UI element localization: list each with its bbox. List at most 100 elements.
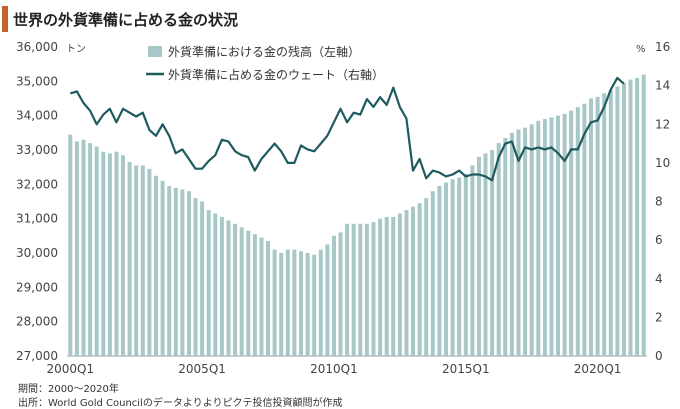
bar — [101, 151, 106, 356]
bar — [154, 175, 158, 357]
x-tick-label: 2015Q1 — [442, 362, 490, 376]
bar — [246, 230, 251, 356]
bar — [332, 235, 336, 356]
bar — [121, 155, 125, 356]
y-right-tick-label: 8 — [655, 195, 663, 209]
y-right-tick-label: 0 — [655, 349, 663, 363]
bar — [397, 213, 402, 356]
x-axis: 2000Q1 2005Q1 2010Q1 2015Q1 2020Q1 — [46, 362, 621, 376]
bar — [81, 139, 86, 356]
bar — [259, 237, 264, 356]
bar — [338, 232, 343, 356]
bar — [490, 150, 495, 356]
x-tick-label: 2010Q1 — [310, 362, 358, 376]
y-left-tick-label: 35,000 — [16, 74, 58, 88]
bar — [444, 182, 448, 356]
bar — [542, 119, 547, 356]
y-left-tick-label: 29,000 — [16, 280, 58, 294]
bar — [641, 74, 646, 356]
bar — [457, 177, 462, 356]
bar — [622, 83, 626, 356]
bar — [529, 124, 534, 357]
bar — [299, 251, 303, 356]
bar — [279, 253, 284, 356]
bar — [226, 220, 231, 356]
bar — [575, 107, 580, 356]
bar — [68, 134, 73, 356]
y-right-tick-label: 16 — [655, 40, 670, 54]
bar — [325, 244, 330, 356]
y-right-tick-label: 2 — [655, 310, 663, 324]
bar — [219, 216, 224, 356]
x-tick-label: 2000Q1 — [46, 362, 94, 376]
y-left-tick-label: 31,000 — [16, 212, 58, 226]
bar — [635, 77, 640, 357]
bar — [549, 117, 554, 357]
bar — [536, 120, 541, 356]
bar — [107, 153, 112, 356]
bar — [266, 241, 270, 356]
y-right-tick-label: 12 — [655, 117, 670, 131]
bar — [114, 151, 119, 356]
bar — [318, 249, 323, 356]
bar — [180, 189, 185, 356]
bar — [285, 249, 290, 356]
bar — [345, 223, 350, 356]
bar — [206, 210, 211, 356]
y-left-tick-label: 28,000 — [16, 315, 58, 329]
y-right-tick-label: 6 — [655, 233, 663, 247]
x-tick-label: 2020Q1 — [574, 362, 622, 376]
bar — [483, 153, 488, 356]
bar — [424, 198, 429, 356]
bar — [509, 132, 514, 356]
y-right-tick-label: 14 — [655, 79, 670, 93]
bar — [312, 254, 317, 356]
bar — [272, 249, 277, 356]
bar — [351, 223, 356, 356]
legend-bar-swatch — [148, 46, 162, 57]
left-axis-unit: トン — [66, 44, 86, 55]
bar — [608, 89, 613, 357]
y-axis-left: 27,000 28,000 29,000 30,000 31,000 32,000 33,0… — [16, 40, 58, 363]
bar — [417, 203, 422, 356]
bar — [173, 187, 178, 356]
bar — [364, 223, 369, 356]
footnote-period: 期間：2000～2020年 — [18, 384, 119, 395]
bar — [252, 234, 257, 356]
bar — [523, 127, 528, 356]
bar — [167, 186, 172, 356]
y-axis-right: 0 2 4 6 8 10 12 14 16 — [655, 40, 670, 363]
bar — [391, 216, 396, 356]
y-left-tick-label: 32,000 — [16, 177, 58, 191]
bar — [147, 168, 152, 356]
bar — [470, 165, 475, 356]
bar — [615, 86, 620, 356]
bar — [134, 165, 139, 356]
y-left-tick-label: 27,000 — [16, 349, 58, 363]
bar — [602, 93, 607, 357]
bar — [589, 98, 593, 356]
bar — [200, 201, 205, 356]
y-left-tick-label: 34,000 — [16, 109, 58, 123]
bar — [94, 146, 99, 356]
y-left-tick-label: 30,000 — [16, 246, 58, 260]
bar — [140, 165, 145, 356]
bar — [193, 198, 198, 356]
bar — [292, 249, 297, 356]
bar — [569, 110, 574, 356]
bar — [127, 162, 132, 356]
bar — [477, 156, 481, 356]
weight-line — [69, 76, 625, 182]
legend-bar-label: 外貨準備における金の残高（左軸） — [168, 44, 360, 59]
y-left-tick-label: 33,000 — [16, 143, 58, 157]
bar — [384, 216, 389, 356]
bar — [437, 186, 442, 356]
y-right-tick-label: 4 — [655, 272, 663, 286]
y-right-tick-label: 10 — [655, 156, 670, 170]
bar — [371, 222, 376, 356]
bar — [74, 141, 79, 356]
x-tick-label: 2005Q1 — [178, 362, 226, 376]
bar — [463, 174, 468, 356]
bar — [160, 180, 165, 356]
